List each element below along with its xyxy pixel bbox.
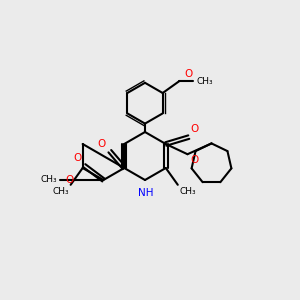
Text: O: O [73,153,81,163]
Text: CH₃: CH₃ [180,187,196,196]
Text: CH₃: CH₃ [40,176,57,184]
Text: NH: NH [138,188,154,198]
Text: CH₃: CH₃ [197,76,213,85]
Text: CH₃: CH₃ [52,187,69,196]
Text: O: O [66,175,74,185]
Text: O: O [191,124,199,134]
Text: O: O [184,69,193,79]
Text: O: O [98,139,106,149]
Text: O: O [190,155,199,165]
